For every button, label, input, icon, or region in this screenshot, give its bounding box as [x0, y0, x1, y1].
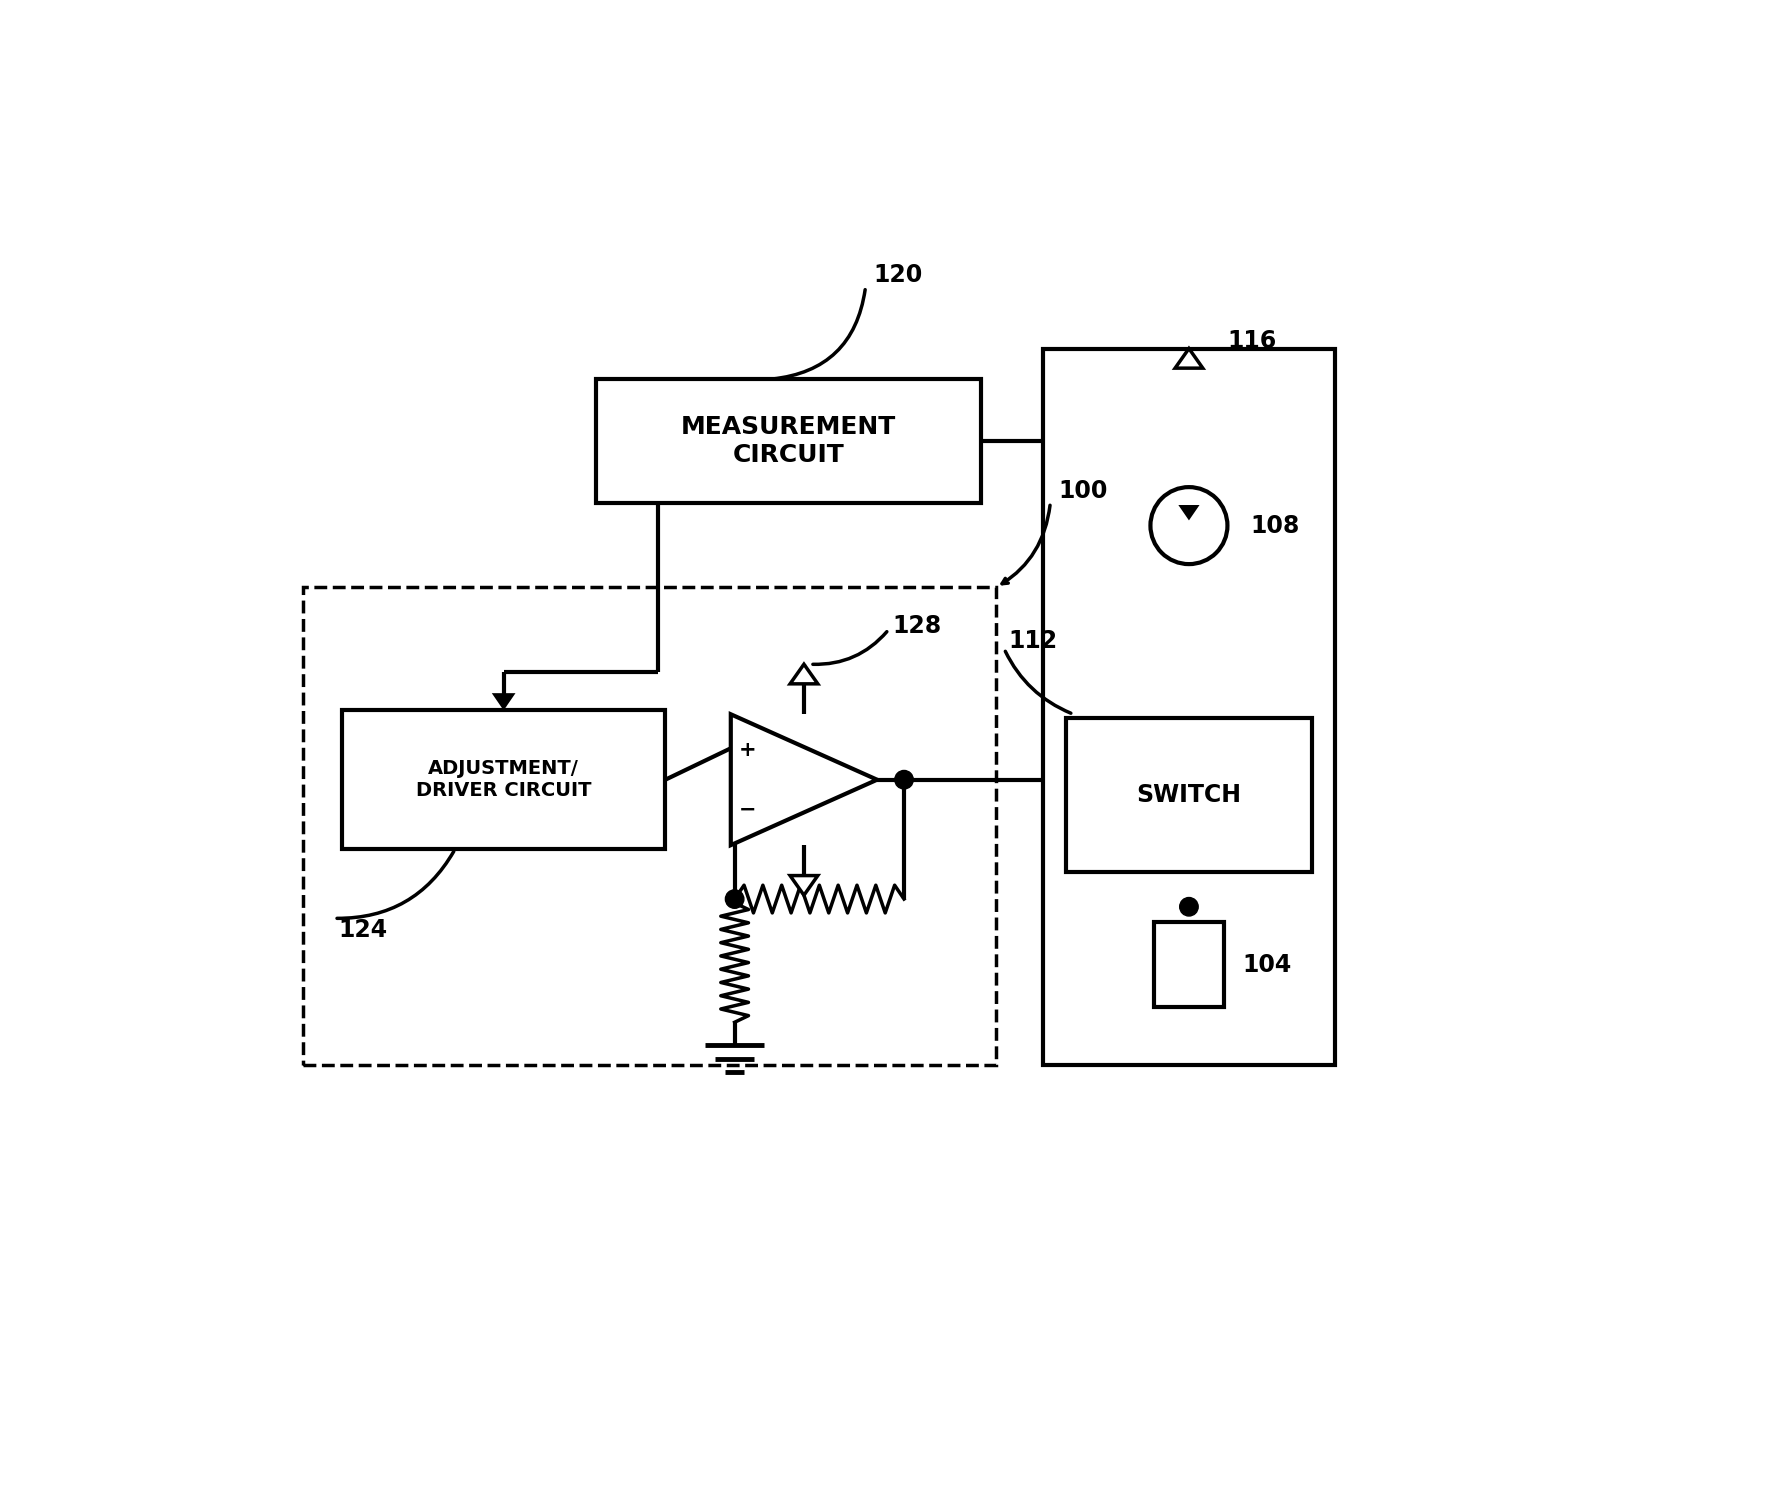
Text: 120: 120: [874, 264, 922, 288]
Polygon shape: [492, 693, 515, 711]
Circle shape: [725, 890, 744, 908]
Text: 100: 100: [1058, 480, 1108, 504]
Polygon shape: [1177, 505, 1199, 520]
Circle shape: [1151, 487, 1227, 564]
Text: MEASUREMENT
CIRCUIT: MEASUREMENT CIRCUIT: [680, 415, 897, 466]
Text: 116: 116: [1227, 328, 1277, 352]
Bar: [304, 588, 996, 1064]
Text: 124: 124: [337, 917, 387, 941]
Bar: [1043, 348, 1336, 1064]
Bar: [1066, 718, 1312, 872]
Circle shape: [895, 770, 913, 788]
Polygon shape: [730, 714, 877, 845]
Text: 128: 128: [893, 613, 941, 637]
Text: SWITCH: SWITCH: [1137, 782, 1241, 806]
Text: 108: 108: [1250, 514, 1300, 538]
Polygon shape: [790, 664, 817, 684]
Text: ADJUSTMENT/
DRIVER CIRCUIT: ADJUSTMENT/ DRIVER CIRCUIT: [416, 758, 591, 800]
Polygon shape: [1176, 348, 1202, 369]
Text: 112: 112: [1009, 630, 1057, 654]
Text: 104: 104: [1243, 952, 1293, 976]
Circle shape: [1179, 898, 1199, 916]
Bar: [343, 711, 666, 848]
Bar: [597, 379, 980, 502]
Bar: [1154, 922, 1224, 1007]
Text: −: −: [739, 799, 757, 818]
Polygon shape: [790, 875, 817, 895]
Text: +: +: [739, 741, 757, 760]
